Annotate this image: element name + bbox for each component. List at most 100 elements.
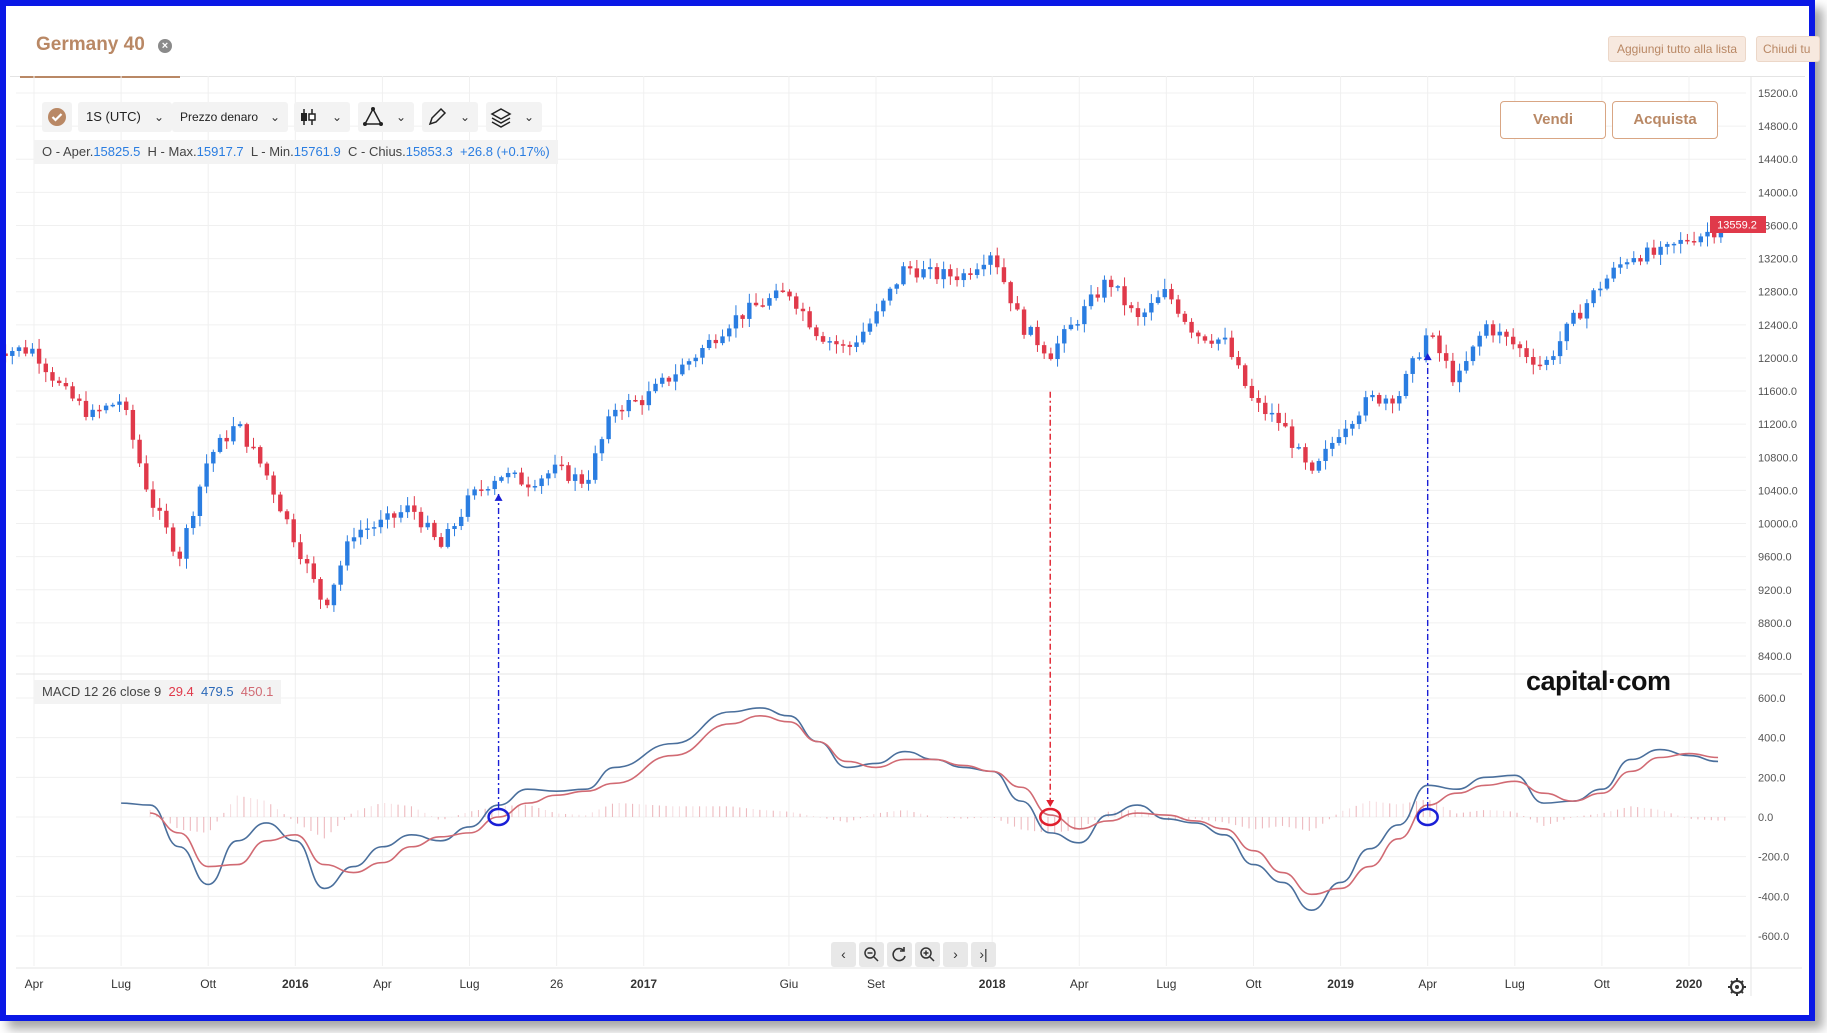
close-all-button[interactable]: Chiudi tu <box>1756 36 1820 62</box>
macd-tick-label: 200.0 <box>1758 772 1786 784</box>
candle-body <box>1330 442 1335 449</box>
candle-body <box>1484 324 1489 336</box>
candle-body <box>767 298 772 306</box>
candle-body <box>660 377 665 384</box>
candle-body <box>1209 340 1214 344</box>
timeframe-select[interactable]: 1S (UTC) ⌄ <box>78 102 172 132</box>
candle-body <box>50 372 55 381</box>
candle-body <box>465 495 471 517</box>
add-all-button[interactable]: Aggiungi tutto alla lista <box>1608 36 1747 62</box>
reset-button[interactable] <box>887 942 912 967</box>
candle-body <box>137 439 142 464</box>
candle-body <box>1517 344 1523 349</box>
candle-body <box>948 269 953 277</box>
candle-body <box>995 255 1000 268</box>
candle-body <box>961 273 966 281</box>
candle-body <box>1196 332 1201 337</box>
zoom-in-button[interactable] <box>915 942 940 967</box>
candle-body <box>599 439 605 454</box>
time-tick-label: Ott <box>200 977 217 991</box>
time-tick-label: Apr <box>25 977 44 991</box>
layers-button[interactable]: ⌄ <box>486 102 542 132</box>
candle-body <box>499 477 504 481</box>
crossover-annotations <box>487 353 1439 827</box>
candle-body <box>311 563 317 580</box>
candle-body <box>981 264 987 270</box>
candle-body <box>1611 267 1616 279</box>
candle-body <box>1309 462 1315 471</box>
price-tick-label: 8400.0 <box>1758 651 1792 663</box>
candle-body <box>77 398 82 401</box>
candle-body <box>1631 258 1636 263</box>
buy-button[interactable]: Acquista <box>1612 101 1718 139</box>
candle-body <box>653 383 658 392</box>
candle-body <box>6 353 8 356</box>
candle-body <box>693 357 698 362</box>
close-icon[interactable]: × <box>158 39 172 53</box>
candle-body <box>1504 331 1509 337</box>
macd-value-1: 29.4 <box>168 684 194 699</box>
candle-body <box>445 528 451 547</box>
check-button[interactable] <box>42 102 72 132</box>
candle-body <box>974 269 980 275</box>
pencil-button[interactable]: ⌄ <box>422 102 478 132</box>
candle-body <box>807 311 812 328</box>
tab-germany-40[interactable]: Germany 40 × <box>20 10 180 78</box>
price-tick-label: 14400.0 <box>1758 154 1798 166</box>
candle-body <box>827 341 832 343</box>
candle-body <box>251 446 256 449</box>
macd-tick-label: 400.0 <box>1758 733 1786 745</box>
price-tick-label: 13200.0 <box>1758 254 1798 266</box>
candle-body <box>23 347 28 354</box>
capital-com-logo: capital·com <box>1526 666 1671 696</box>
candle-body <box>512 472 518 475</box>
drawing-tools-button[interactable]: ⌄ <box>358 102 414 132</box>
candle-body <box>613 409 618 417</box>
candle-body <box>1343 428 1348 438</box>
scroll-right-button[interactable]: › <box>943 942 968 967</box>
candle-body <box>43 363 48 373</box>
zoom-out-button[interactable] <box>859 942 884 967</box>
candle-body <box>1350 423 1355 429</box>
candle-body <box>10 350 15 356</box>
time-tick-label: Set <box>867 977 886 991</box>
candle-body <box>941 269 946 280</box>
scroll-to-end-button[interactable]: ›| <box>971 942 996 967</box>
candle-body <box>1557 341 1563 357</box>
arrow-up-icon <box>494 493 503 501</box>
candle-body <box>1035 326 1040 346</box>
macd-legend: MACD 12 26 close 9 29.4 479.5 450.1 <box>34 680 282 704</box>
time-tick-label: 2016 <box>282 977 309 991</box>
candle-body <box>1604 278 1610 289</box>
time-tick-label: 2019 <box>1327 977 1354 991</box>
candle-body <box>1135 308 1141 318</box>
candle-body <box>1363 397 1368 416</box>
candle-body <box>1671 243 1677 246</box>
candle-body <box>1122 286 1127 306</box>
candle-body <box>1531 357 1536 365</box>
candle-body <box>773 290 779 299</box>
price-tick-label: 10000.0 <box>1758 519 1798 531</box>
settings-icon[interactable] <box>1728 978 1746 996</box>
price-tick-label: 15200.0 <box>1758 88 1798 100</box>
price-type-select[interactable]: Prezzo denaro ⌄ <box>172 102 288 132</box>
candle-body <box>760 305 765 307</box>
sell-button[interactable]: Vendi <box>1500 101 1606 139</box>
candle-body <box>546 473 551 479</box>
candle-body <box>83 400 89 417</box>
candle-body <box>566 465 571 481</box>
candle-body <box>1598 288 1603 291</box>
close-value: 15853.3 <box>405 144 453 159</box>
scroll-left-button[interactable]: ‹ <box>831 942 856 967</box>
candle-body <box>1397 395 1402 404</box>
refresh-icon <box>892 947 906 962</box>
candle-body <box>405 505 410 513</box>
chevron-down-icon: ⌄ <box>153 110 164 124</box>
price-axis: 15200.0 14800.0 14400.0 14000.0 13600.0 13200… <box>1758 88 1798 663</box>
candle-body <box>1263 402 1268 415</box>
candle-body <box>278 494 283 512</box>
candle-body <box>164 510 169 528</box>
chevron-down-icon: ⌄ <box>395 110 406 124</box>
chart-type-button[interactable]: ⌄ <box>294 102 350 132</box>
